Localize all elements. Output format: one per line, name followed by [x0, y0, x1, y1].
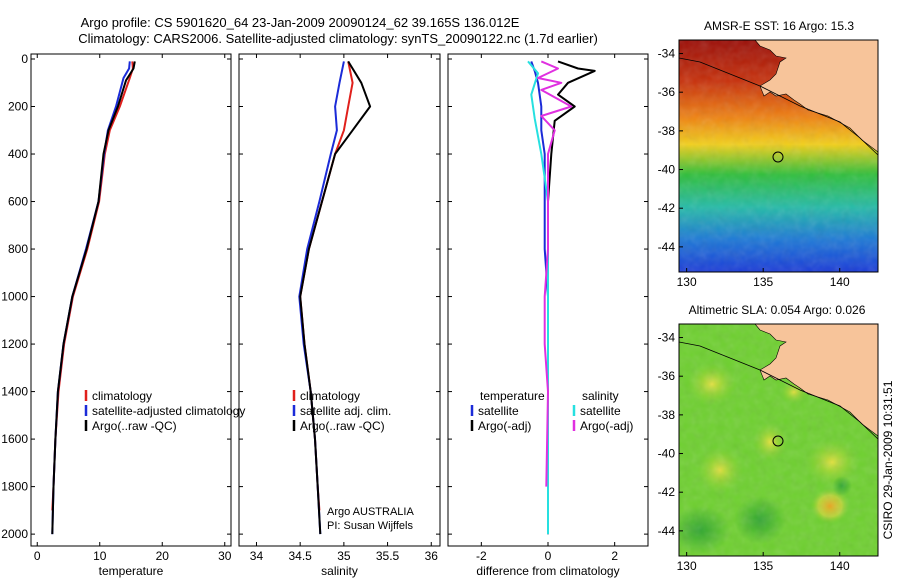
legend-label: satellite: [580, 404, 621, 418]
x-tick-label: 2: [611, 549, 618, 563]
legend-label: Argo(..raw -QC): [92, 419, 177, 433]
x-axis-label: salinity: [321, 564, 358, 578]
series-line: [51, 61, 131, 535]
header-line-1: Argo profile: CS 5901620_64 23-Jan-2009 …: [81, 15, 520, 30]
y-tick-label: -38: [658, 124, 676, 138]
y-tick-label: -42: [658, 485, 676, 499]
legend-group-title: salinity: [582, 389, 619, 403]
series-line: [299, 61, 354, 511]
legend-label: satellite adj. clim.: [300, 404, 391, 418]
x-axis-label: difference from climatology: [476, 564, 619, 578]
x-tick-label: 36: [425, 549, 439, 563]
legend-label: Argo(..raw -QC): [300, 419, 385, 433]
x-tick-label: 34: [250, 549, 264, 563]
sst-map-title: AMSR-E SST: 16 Argo: 15.3: [704, 19, 854, 33]
series-line: [51, 61, 136, 535]
legend: temperaturesatelliteArgo(-adj)salinitysa…: [470, 389, 633, 433]
x-tick-label: 30: [218, 549, 232, 563]
legend-label: satellite-adjusted climatology: [92, 404, 245, 418]
sla-land: [754, 324, 878, 437]
plot-frame: [238, 53, 441, 547]
y-tick-label: 1000: [1, 290, 28, 304]
x-tick-label: 20: [156, 549, 170, 563]
x-tick-label: 130: [677, 559, 697, 573]
plot-frame: [30, 53, 232, 547]
y-tick-label: 600: [8, 195, 28, 209]
x-axis-label: temperature: [99, 564, 164, 578]
sst-argo-marker: [772, 151, 784, 163]
y-tick-label: 400: [8, 147, 28, 161]
x-tick-label: 0: [545, 549, 552, 563]
x-tick-label: 34.5: [288, 549, 312, 563]
salinity-panel: 34 34.5 35 35.5 36 salinity climatologysatelli…: [238, 53, 441, 578]
y-tick-label: -34: [658, 47, 676, 61]
series-line: [298, 61, 345, 535]
y-tick-label: -44: [658, 524, 676, 538]
x-tick-label: 35: [337, 549, 351, 563]
sla-map-frame: [678, 323, 879, 557]
legend-label: Argo(-adj): [478, 419, 531, 433]
y-tick-label: -34: [658, 331, 676, 345]
y-tick-label: 800: [8, 242, 28, 256]
y-tick-label: 1600: [1, 432, 28, 446]
x-tick-label: -2: [476, 549, 487, 563]
x-tick-label: 0: [34, 549, 41, 563]
header-line-2: Climatology: CARS2006. Satellite-adjuste…: [78, 31, 598, 46]
temperature-panel: 0 10 20 30 temperature 0 200 400 600 800 1000 1200 1…: [1, 52, 245, 578]
legend-group-title: temperature: [480, 389, 545, 403]
legend-label: satellite: [478, 404, 519, 418]
x-tick-label: 140: [830, 275, 850, 289]
y-tick-label: 1400: [1, 385, 28, 399]
legend-label: climatology: [92, 389, 152, 403]
y-tick-label: -40: [658, 163, 676, 177]
y-tick-label: -38: [658, 408, 676, 422]
y-tick-label: 1200: [1, 337, 28, 351]
series-line: [537, 60, 573, 487]
y-tick-label: -40: [658, 447, 676, 461]
y-tick-label: 200: [8, 100, 28, 114]
series-line: [299, 60, 372, 535]
y-tick-label: 2000: [1, 527, 28, 541]
x-tick-label: 135: [753, 275, 773, 289]
series-line: [51, 61, 134, 511]
annotation-text: Argo AUSTRALIA: [327, 506, 414, 518]
sst-map-axes: 130 135 140 -34 -36 -38 -40 -42 -44: [658, 47, 850, 289]
sla-map-axes: 130 135 140 -34 -36 -38 -40 -42 -44: [658, 331, 850, 573]
x-tick-label: 135: [753, 559, 773, 573]
x-tick-label: 130: [677, 275, 697, 289]
sst-map: AMSR-E SST: 16 Argo: 15.3 130 135 140 -34 -3…: [658, 19, 879, 289]
legend-label: Argo(-adj): [580, 419, 633, 433]
sst-map-frame: [678, 39, 879, 273]
y-tick-label: -42: [658, 201, 676, 215]
y-tick-label: 1800: [1, 480, 28, 494]
annotation-text: PI: Susan Wijffels: [327, 520, 413, 532]
x-tick-label: 10: [93, 549, 107, 563]
sla-map-title: Altimetric SLA: 0.054 Argo: 0.026: [689, 303, 866, 317]
y-tick-label: 0: [21, 52, 28, 66]
y-tick-label: -36: [658, 369, 676, 383]
sla-argo-marker: [772, 435, 784, 447]
sst-coastline: [679, 57, 878, 156]
x-tick-label: 140: [830, 559, 850, 573]
legend-label: climatology: [300, 389, 360, 403]
sst-land: [754, 40, 878, 153]
y-tick-label: -36: [658, 85, 676, 99]
x-tick-label: 35.5: [376, 549, 400, 563]
sla-coastline: [679, 341, 878, 440]
y-tick-label: -44: [658, 240, 676, 254]
timestamp: CSIRO 29-Jan-2009 10:31:51: [881, 380, 895, 539]
sla-map: Altimetric SLA: 0.054 Argo: 0.026 130 135…: [658, 303, 879, 573]
